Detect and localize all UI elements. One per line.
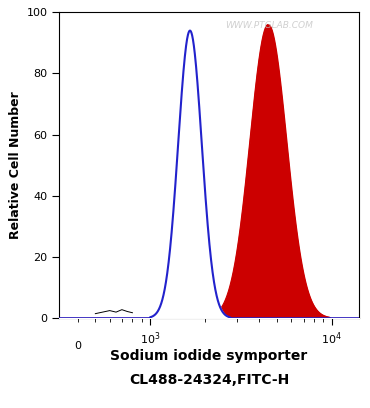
Text: 0: 0 <box>74 341 81 351</box>
Y-axis label: Relative Cell Number: Relative Cell Number <box>9 91 22 239</box>
Text: CL488-24324,FITC-H: CL488-24324,FITC-H <box>129 373 289 387</box>
Text: Sodium iodide symporter: Sodium iodide symporter <box>110 349 308 363</box>
Text: WWW.PTGLAB.COM: WWW.PTGLAB.COM <box>225 22 313 31</box>
